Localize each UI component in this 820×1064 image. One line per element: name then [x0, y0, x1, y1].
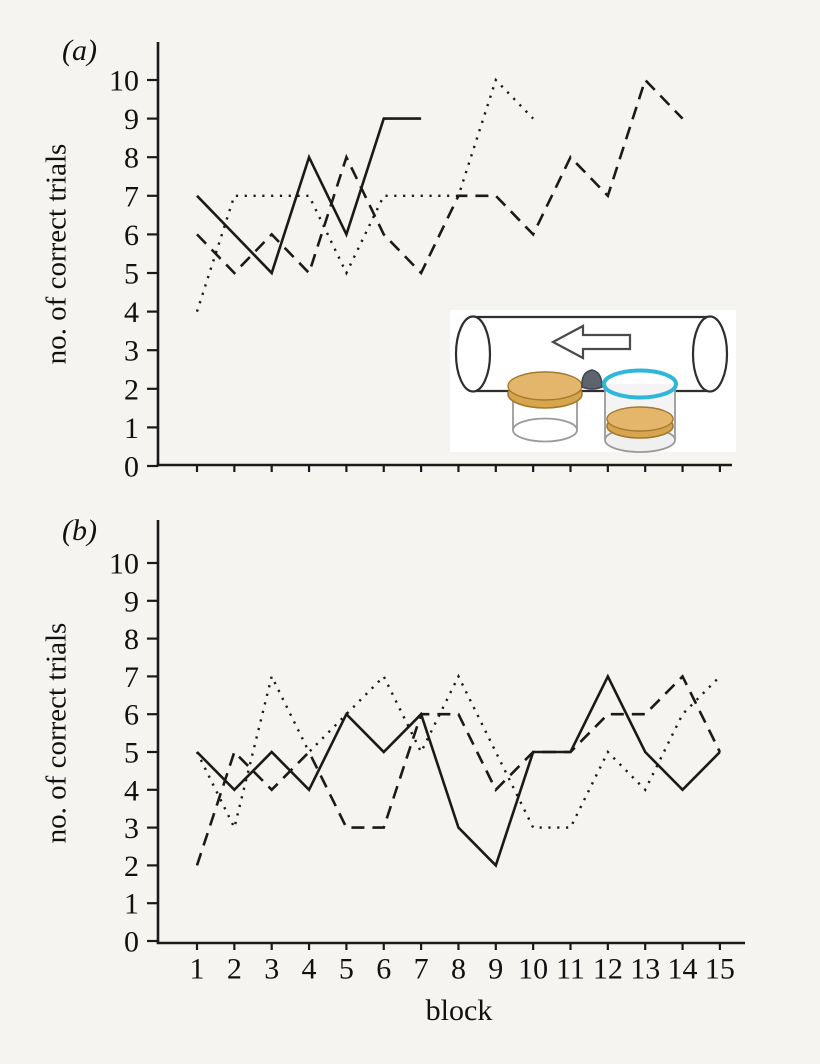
food-pebble-icon	[581, 369, 603, 390]
x-tick-label: 14	[668, 953, 698, 986]
inset-apparatus	[450, 310, 736, 453]
y-tick-label: 4	[124, 774, 139, 807]
series-dotted-line	[195, 77, 535, 312]
x-tick-label: 6	[376, 953, 391, 986]
x-tick-label: 1	[190, 953, 205, 986]
x-tick-label: 2	[227, 953, 242, 986]
x-tick-label: 8	[451, 953, 466, 986]
open-dish-icon	[602, 368, 678, 453]
y-tick-label: 8	[124, 623, 139, 656]
series-solid-line	[196, 117, 422, 276]
x-tick-label: 7	[414, 953, 429, 986]
x-tick-label: 5	[339, 953, 354, 986]
y-tick-label: 6	[124, 219, 139, 252]
series-dashed-line	[195, 674, 722, 866]
y-tick-label: 8	[124, 142, 139, 175]
right-dish-food-top	[606, 406, 674, 432]
right-dish-cyan-rim	[602, 368, 678, 400]
series-dotted-line	[195, 672, 721, 832]
y-tick-label: 9	[124, 585, 139, 618]
x-tick-label: 4	[302, 953, 317, 986]
left-arrow-icon	[550, 324, 632, 360]
y-tick-label: 2	[124, 850, 139, 883]
x-tick-label: 11	[556, 953, 585, 986]
y-tick-label: 7	[124, 180, 139, 213]
y-tick-label: 1	[124, 888, 139, 921]
series-dashed-line	[196, 77, 684, 276]
left-dish-bottom	[512, 417, 578, 443]
y-tick-label: 9	[124, 103, 139, 136]
panel-a-plot: 0 1 2 3 4 5 6 7 8 9 10	[109, 42, 732, 484]
x-tick-label: 9	[488, 953, 503, 986]
panel-b-label: (b)	[62, 514, 97, 547]
y-tick-label: 3	[124, 812, 139, 845]
y-tick-label: 5	[124, 737, 139, 770]
y-tick-label: 0	[124, 926, 139, 959]
covered-dish-icon	[507, 371, 583, 443]
y-tick-label: 10	[109, 548, 139, 581]
y-tick-label: 6	[124, 699, 139, 732]
y-tick-label: 0	[124, 451, 139, 484]
left-dish-lid-top	[507, 371, 583, 401]
series-solid-line	[196, 673, 721, 868]
y-tick-label: 2	[124, 373, 139, 406]
y-tick-label: 7	[124, 661, 139, 694]
x-tick-label: 3	[264, 953, 279, 986]
y-tick-label: 10	[109, 65, 139, 98]
x-tick-label: 12	[593, 953, 623, 986]
tube-right-end	[691, 315, 729, 393]
y-tick-label: 4	[124, 296, 139, 329]
x-tick-label: 13	[630, 953, 660, 986]
y-tick-label: 3	[124, 335, 139, 368]
tube-left-end	[454, 315, 492, 393]
x-tick-label: 10	[518, 953, 548, 986]
y-tick-label: 5	[124, 258, 139, 291]
x-axis-title: block	[425, 994, 493, 1027]
y-tick-label: 1	[124, 412, 139, 445]
y-axis-title-b: no. of correct trials	[40, 622, 73, 844]
y-axis-title-a: no. of correct trials	[40, 143, 73, 365]
panel-a-label: (a)	[62, 34, 97, 67]
x-tick-label: 15	[705, 953, 735, 986]
